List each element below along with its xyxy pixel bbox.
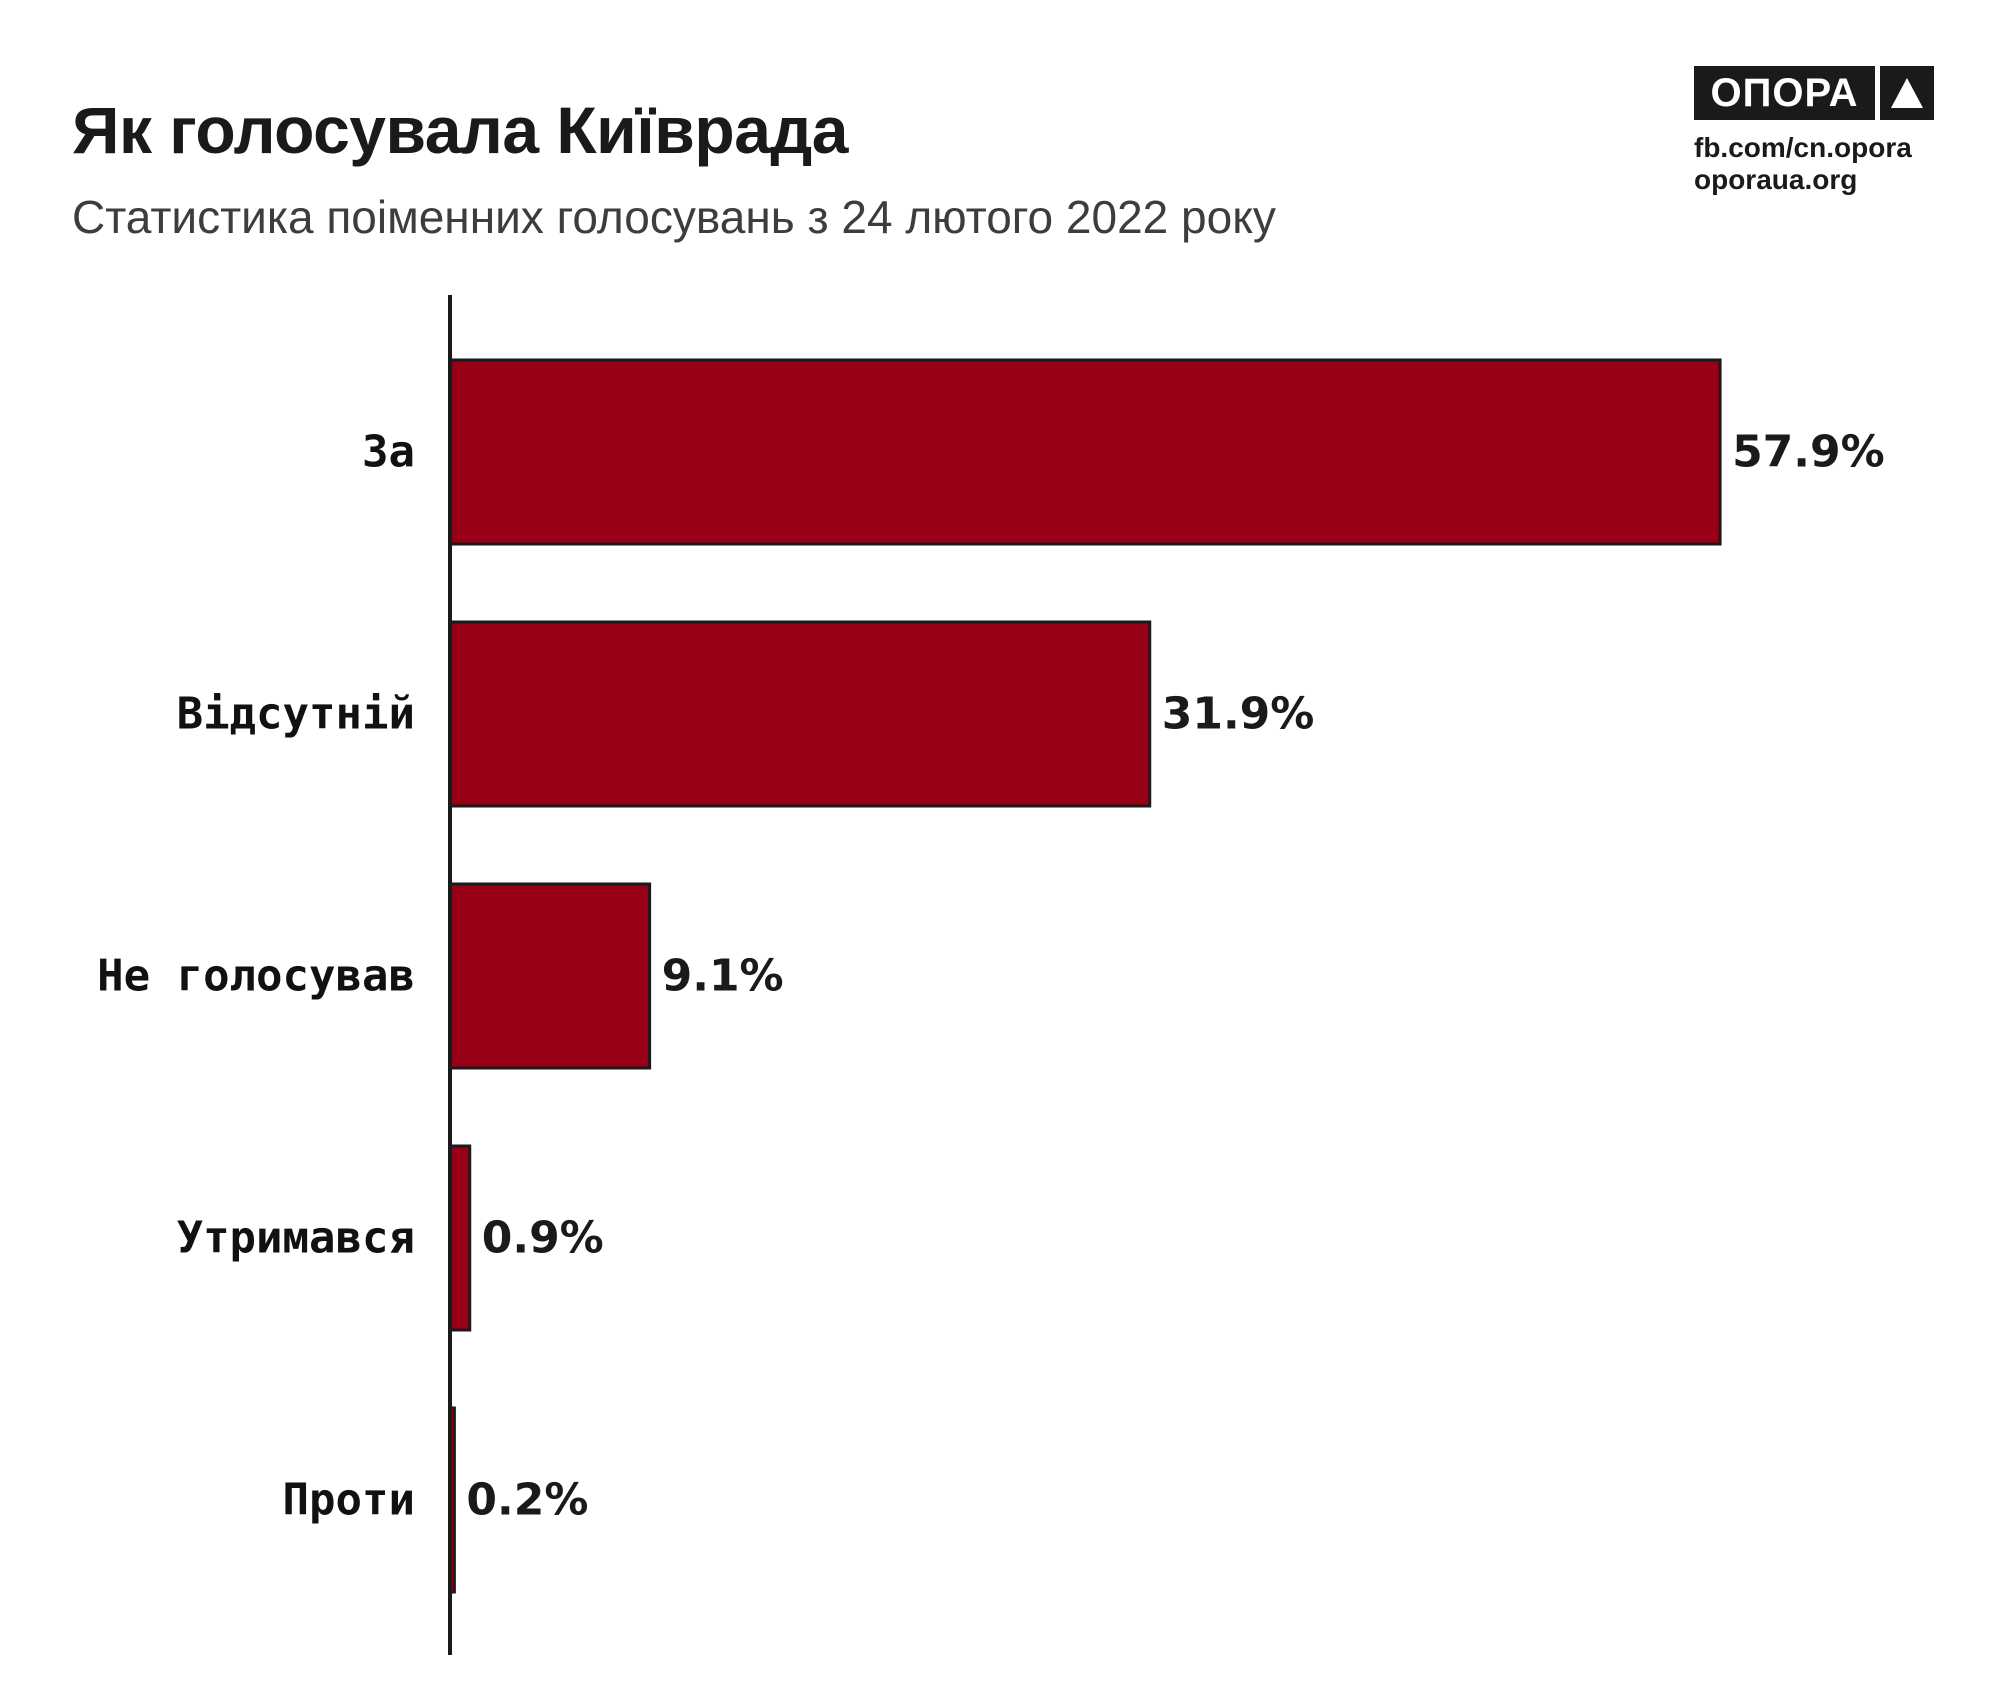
value-label-4: 0.9% [482,1213,604,1264]
value-label-2: 31.9% [1162,689,1315,740]
category-label-2: Відсутній [177,689,415,740]
category-label-5: Проти [283,1475,415,1526]
triangle-icon [1880,66,1934,120]
value-label-5: 0.2% [466,1475,588,1526]
brand-block: ОПОРА fb.com/cn.opora oporaua.org [1694,66,1934,196]
chart-title: Як голосувала Київрада [72,93,849,167]
bar-2 [448,620,1152,808]
value-label-1: 57.9% [1732,427,1885,478]
chart-subtitle: Статистика поіменних голосувань з 24 лют… [72,191,1276,243]
category-label-1: За [362,427,415,478]
website-link[interactable]: oporaua.org [1694,164,1858,195]
bar-4 [448,1144,472,1332]
category-label-4: Утримався [177,1213,415,1264]
opora-logo: ОПОРА [1694,66,1934,120]
logo-text: ОПОРА [1694,66,1875,120]
category-label-3: Не голосував [97,951,415,1002]
value-label-3: 9.1% [662,951,784,1002]
bar-3 [448,882,652,1070]
facebook-link[interactable]: fb.com/cn.opora [1694,132,1912,163]
bar-1 [448,358,1722,546]
